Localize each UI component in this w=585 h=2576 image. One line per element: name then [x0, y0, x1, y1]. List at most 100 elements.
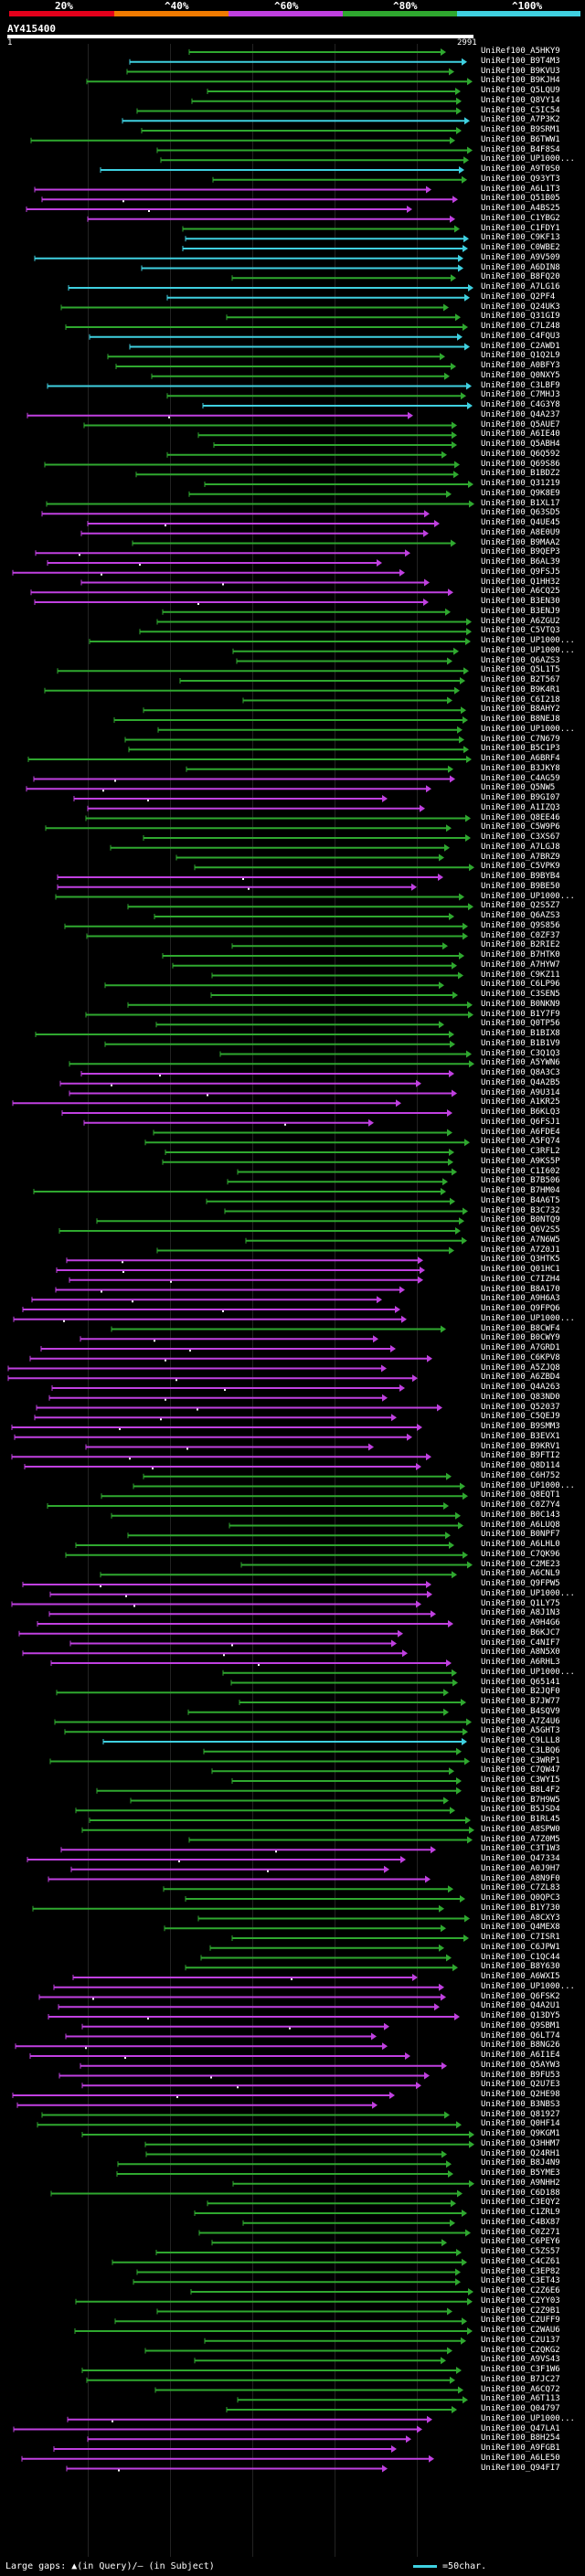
- hit-label[interactable]: UniRef100_C6LP96: [481, 980, 560, 990]
- hit-label[interactable]: UniRef100_C3EP82: [481, 2266, 560, 2276]
- hit-label[interactable]: UniRef100_Q51B05: [481, 194, 560, 204]
- hit-label[interactable]: UniRef100_C3SEN5: [481, 990, 560, 999]
- hit-label[interactable]: UniRef100_A1IZQ3: [481, 802, 560, 812]
- hit-label[interactable]: UniRef100_Q4A2B5: [481, 1077, 560, 1087]
- hit-label[interactable]: UniRef100_B3NBS3: [481, 2099, 560, 2109]
- hit-label[interactable]: UniRef100_Q9S856: [481, 920, 560, 930]
- hit-label[interactable]: UniRef100_B7B506: [481, 1176, 560, 1186]
- hit-label[interactable]: UniRef100_B7HM04: [481, 1186, 560, 1195]
- hit-label[interactable]: UniRef100_A6CQ25: [481, 587, 560, 597]
- hit-label[interactable]: UniRef100_B1B1V9: [481, 1038, 560, 1048]
- hit-label[interactable]: UniRef100_A7P3K2: [481, 115, 560, 125]
- hit-label[interactable]: UniRef100_A8E0U9: [481, 527, 560, 537]
- hit-label[interactable]: UniRef100_C0WBE2: [481, 243, 560, 252]
- hit-label[interactable]: UniRef100_B5JSD4: [481, 1805, 560, 1815]
- hit-label[interactable]: UniRef100_Q93YT3: [481, 174, 560, 184]
- hit-label[interactable]: UniRef100_Q9KGM1: [481, 2129, 560, 2138]
- hit-label[interactable]: UniRef100_C9KF13: [481, 233, 560, 243]
- hit-label[interactable]: UniRef100_Q24RH1: [481, 2148, 560, 2158]
- hit-label[interactable]: UniRef100_B8NG26: [481, 2041, 560, 2051]
- hit-label[interactable]: UniRef100_B9FU53: [481, 2070, 560, 2080]
- hit-label[interactable]: UniRef100_A6ZGU2: [481, 616, 560, 626]
- hit-label[interactable]: UniRef100_A6I1E4: [481, 2051, 560, 2060]
- hit-label[interactable]: UniRef100_Q9FPW5: [481, 1579, 560, 1588]
- hit-label[interactable]: UniRef100_A5GHT3: [481, 1726, 560, 1736]
- hit-label[interactable]: UniRef100_Q5ABH4: [481, 440, 560, 449]
- hit-label[interactable]: UniRef100_C4CZ61: [481, 2256, 560, 2266]
- hit-label[interactable]: UniRef100_Q9K8E9: [481, 488, 560, 498]
- hit-label[interactable]: UniRef100_C9LLL8: [481, 1736, 560, 1745]
- hit-label[interactable]: UniRef100_Q1HH32: [481, 577, 560, 587]
- hit-label[interactable]: UniRef100_A7Z4U6: [481, 1716, 560, 1726]
- hit-label[interactable]: UniRef100_B9KVU3: [481, 66, 560, 76]
- hit-label[interactable]: UniRef100_Q04797: [481, 2404, 560, 2413]
- hit-label[interactable]: UniRef100_B7HTK0: [481, 950, 560, 959]
- hit-label[interactable]: UniRef100_Q2HE98: [481, 2090, 560, 2099]
- hit-label[interactable]: UniRef100_B4A6T5: [481, 1195, 560, 1205]
- hit-label[interactable]: UniRef100_Q47LA1: [481, 2423, 560, 2433]
- hit-label[interactable]: UniRef100_Q6LT74: [481, 2030, 560, 2041]
- hit-label[interactable]: UniRef100_A6LE50: [481, 2453, 560, 2463]
- hit-label[interactable]: UniRef100_A7N6W5: [481, 1235, 560, 1245]
- hit-label[interactable]: UniRef100_Q1Q2L9: [481, 351, 560, 361]
- hit-label[interactable]: UniRef100_A0J9H7: [481, 1863, 560, 1873]
- hit-label[interactable]: UniRef100_C2UFF9: [481, 2316, 560, 2326]
- hit-label[interactable]: UniRef100_UP1000...: [481, 1480, 575, 1490]
- hit-label[interactable]: UniRef100_B3EN30: [481, 597, 560, 606]
- hit-label[interactable]: UniRef100_C2U137: [481, 2335, 560, 2345]
- hit-label[interactable]: UniRef100_C6I218: [481, 694, 560, 705]
- hit-label[interactable]: UniRef100_UP1000...: [481, 1588, 575, 1598]
- hit-label[interactable]: UniRef100_B9K4R1: [481, 684, 560, 694]
- hit-label[interactable]: UniRef100_B7JW77: [481, 1697, 560, 1706]
- hit-label[interactable]: UniRef100_C1YBG2: [481, 213, 560, 223]
- hit-label[interactable]: UniRef100_B6TWW1: [481, 134, 560, 144]
- hit-label[interactable]: UniRef100_C4AG59: [481, 773, 560, 783]
- hit-label[interactable]: UniRef100_Q0NXY5: [481, 370, 560, 380]
- hit-label[interactable]: UniRef100_B9SRM1: [481, 125, 560, 134]
- hit-label[interactable]: UniRef100_UP1000...: [481, 1667, 575, 1677]
- hit-label[interactable]: UniRef100_Q5AUE7: [481, 419, 560, 429]
- hit-label[interactable]: UniRef100_A5YWN6: [481, 1058, 560, 1068]
- hit-label[interactable]: UniRef100_C7N679: [481, 734, 560, 744]
- hit-label[interactable]: UniRef100_Q4UE45: [481, 518, 560, 527]
- hit-label[interactable]: UniRef100_C7ISR1: [481, 1933, 560, 1942]
- hit-label[interactable]: UniRef100_B9SMM3: [481, 1422, 560, 1431]
- hit-label[interactable]: UniRef100_B9KJH4: [481, 76, 560, 86]
- hit-label[interactable]: UniRef100_Q24UK3: [481, 302, 560, 312]
- hit-label[interactable]: UniRef100_Q4A237: [481, 409, 560, 419]
- hit-label[interactable]: UniRef100_C2AWD1: [481, 341, 560, 351]
- hit-label[interactable]: UniRef100_B6KLQ3: [481, 1108, 560, 1117]
- hit-label[interactable]: UniRef100_Q6AZS3: [481, 655, 560, 665]
- hit-label[interactable]: UniRef100_Q3HTK5: [481, 1255, 560, 1265]
- hit-label[interactable]: UniRef100_A6WXI5: [481, 1972, 560, 1981]
- hit-label[interactable]: UniRef100_C7ZL83: [481, 1883, 560, 1893]
- hit-label[interactable]: UniRef100_Q8EQT1: [481, 1490, 560, 1500]
- hit-label[interactable]: UniRef100_Q94FI7: [481, 2463, 560, 2473]
- hit-label[interactable]: UniRef100_UP1000...: [481, 1313, 575, 1323]
- hit-label[interactable]: UniRef100_C9KZ11: [481, 970, 560, 980]
- hit-label[interactable]: UniRef100_B8L4F2: [481, 1785, 560, 1795]
- hit-label[interactable]: UniRef100_C3ET43: [481, 2276, 560, 2286]
- hit-label[interactable]: UniRef100_A4BS25: [481, 204, 560, 213]
- hit-label[interactable]: UniRef100_A6CNL9: [481, 1569, 560, 1579]
- hit-label[interactable]: UniRef100_A6LUQ8: [481, 1520, 560, 1530]
- hit-label[interactable]: UniRef100_B8J4N9: [481, 2158, 560, 2168]
- hit-label[interactable]: UniRef100_B8Y630: [481, 1962, 560, 1972]
- hit-label[interactable]: UniRef100_C4FQU3: [481, 331, 560, 341]
- hit-label[interactable]: UniRef100_A7BRZ9: [481, 852, 560, 862]
- hit-label[interactable]: UniRef100_C3T1W3: [481, 1844, 560, 1854]
- hit-label[interactable]: UniRef100_Q47334: [481, 1854, 560, 1863]
- hit-label[interactable]: UniRef100_Q8A3C3: [481, 1068, 560, 1077]
- hit-label[interactable]: UniRef100_C1QC44: [481, 1952, 560, 1962]
- hit-label[interactable]: UniRef100_B7JC27: [481, 2374, 560, 2384]
- hit-label[interactable]: UniRef100_A9VS43: [481, 2355, 560, 2365]
- hit-label[interactable]: UniRef100_A6FDE4: [481, 1127, 560, 1137]
- hit-label[interactable]: UniRef100_Q6AZS3: [481, 911, 560, 920]
- hit-label[interactable]: UniRef100_A7HYW7: [481, 959, 560, 970]
- hit-label[interactable]: UniRef100_A7GRD1: [481, 1343, 560, 1352]
- hit-label[interactable]: UniRef100_B2RIE2: [481, 940, 560, 950]
- hit-label[interactable]: UniRef100_C5VTQ3: [481, 626, 560, 636]
- hit-label[interactable]: UniRef100_C6KPV8: [481, 1352, 560, 1362]
- hit-label[interactable]: UniRef100_C3WRP1: [481, 1755, 560, 1765]
- hit-label[interactable]: UniRef100_A9FGB1: [481, 2443, 560, 2453]
